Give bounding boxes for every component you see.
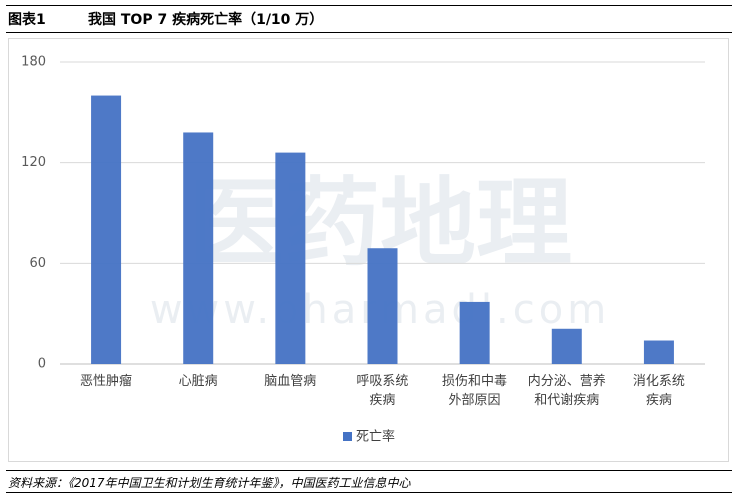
- x-tick-label: 损伤和中毒 外部原因: [442, 374, 508, 408]
- y-tick-label: 120: [21, 155, 46, 170]
- bar: [459, 301, 490, 364]
- x-tick-label: 脑血管病: [264, 374, 317, 389]
- rule: [6, 5, 732, 6]
- y-tick-label: 180: [21, 55, 46, 70]
- bar: [275, 152, 306, 364]
- x-tick-label: 消化系统 疾病: [632, 374, 685, 408]
- x-tick-label: 恶性肿瘤: [79, 374, 132, 389]
- source: 资料来源：《2017年中国卫生和计划生育统计年鉴》，中国医药工业信息中心: [8, 476, 411, 490]
- x-tick-label: 心脏病: [178, 374, 218, 389]
- bar: [643, 340, 674, 364]
- bar: [183, 132, 214, 364]
- bar: [551, 328, 582, 364]
- y-tick-label: 60: [29, 256, 46, 271]
- figure-label: 图表1: [8, 12, 46, 28]
- legend-label: 死亡率: [356, 429, 395, 445]
- chart-title: 我国 TOP 7 疾病死亡率（1/10 万）: [88, 12, 324, 28]
- y-tick-label: 0: [38, 357, 46, 372]
- bar: [367, 248, 398, 364]
- chart-frame: [8, 38, 729, 462]
- bar: [91, 95, 122, 365]
- x-tick-label: 呼吸系统 疾病: [356, 374, 409, 408]
- legend-swatch: [343, 432, 352, 441]
- rule: [6, 32, 732, 33]
- x-tick-label: 内分泌、营养 和代谢疾病: [527, 374, 606, 408]
- rule: [6, 470, 732, 471]
- rule: [6, 492, 732, 493]
